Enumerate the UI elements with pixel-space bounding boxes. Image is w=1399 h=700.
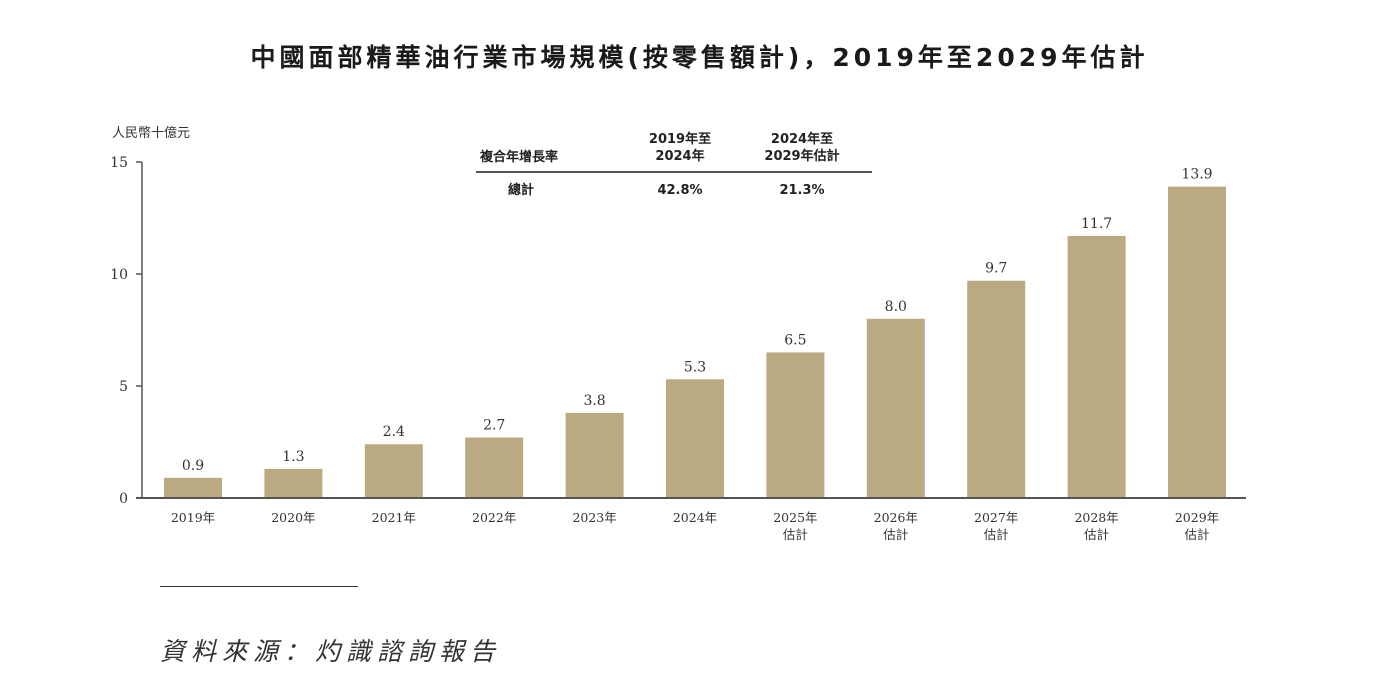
x-tick-label: 2026年	[874, 510, 918, 525]
data-label: 2.7	[483, 418, 505, 434]
data-label: 11.7	[1081, 216, 1112, 232]
chart-title: 中國面部精華油行業市場規模(按零售額計)，2019年至2029年估計	[250, 43, 1149, 72]
data-label: 8.0	[885, 299, 907, 315]
bar	[465, 437, 524, 498]
x-tick-label: 2021年	[372, 510, 416, 525]
x-tick-label: 2022年	[472, 510, 516, 525]
data-label: 0.9	[182, 458, 204, 474]
x-tick-label: 2027年	[974, 510, 1018, 525]
data-label: 6.5	[784, 332, 806, 348]
bar-chart: 0.9 2019年 1.3 2020年 2.4 2021年 2.7 2022年 3.8 2023年…	[110, 155, 1246, 542]
bar	[565, 412, 624, 498]
cagr-col1-header-line1: 2019年至	[648, 132, 712, 147]
data-label: 1.3	[282, 449, 304, 465]
cagr-table-divider	[476, 171, 872, 173]
cagr-col1-header-line2: 2024年	[655, 149, 705, 164]
data-label: 9.7	[985, 261, 1007, 277]
bar	[666, 379, 724, 498]
cagr-col2-header-line2: 2029年估計	[764, 149, 840, 164]
x-tick-label: 估計	[984, 527, 1009, 542]
x-tick-label: 2023年	[572, 510, 616, 525]
y-tick-label: 0	[119, 491, 128, 507]
bar	[967, 280, 1026, 498]
cagr-row-label: 總計	[508, 183, 535, 198]
data-label: 5.3	[684, 359, 706, 375]
bar	[1067, 235, 1126, 499]
x-tick-label: 2019年	[171, 510, 215, 525]
y-axis-unit-label: 人民幣十億元	[112, 126, 191, 141]
y-tick-label: 5	[119, 379, 128, 395]
bar	[1168, 186, 1226, 498]
data-label: 3.8	[583, 393, 605, 409]
x-tick-label: 估計	[883, 527, 908, 542]
bar	[264, 468, 323, 498]
cagr-col2-value: 21.3%	[779, 183, 825, 198]
cagr-header-label: 複合年增長率	[480, 150, 559, 165]
data-label: 2.4	[383, 424, 405, 440]
x-tick-label: 2025年	[773, 510, 817, 525]
y-tick-label: 15	[110, 155, 128, 171]
data-label: 13.9	[1181, 167, 1212, 183]
bar	[866, 318, 925, 498]
bar	[164, 477, 222, 498]
x-tick-label: 估計	[1084, 527, 1109, 542]
x-tick-label: 2020年	[271, 510, 315, 525]
y-tick-label: 10	[110, 267, 128, 283]
bar	[364, 444, 423, 498]
x-tick-label: 2028年	[1074, 510, 1118, 525]
cagr-col2-header-line1: 2024年至	[770, 132, 834, 147]
cagr-col1-value: 42.8%	[657, 183, 703, 198]
source-note: 資料來源：灼識諮詢報告	[160, 637, 502, 666]
x-tick-label: 2029年	[1175, 510, 1219, 525]
x-tick-label: 估計	[1184, 527, 1209, 542]
cagr-col2-header: 2024年至 2029年估計	[752, 131, 852, 165]
bar	[766, 352, 825, 498]
cagr-col1-header: 2019年至 2024年	[630, 131, 730, 165]
x-tick-label: 2024年	[673, 510, 717, 525]
x-tick-label: 估計	[783, 527, 808, 542]
footnote-divider	[160, 586, 358, 587]
